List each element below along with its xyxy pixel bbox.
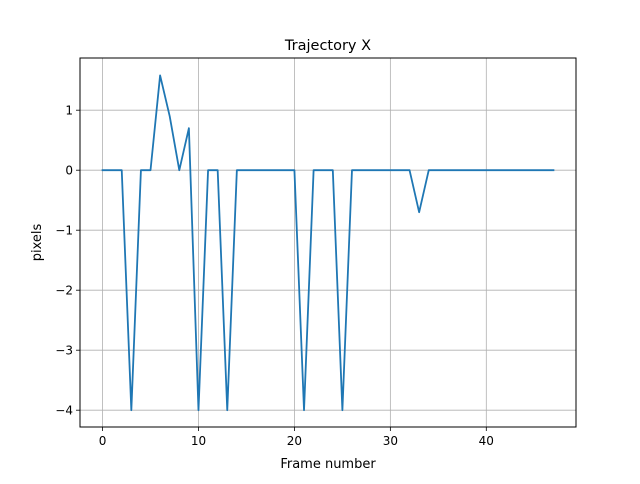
- y-tick-label: −4: [55, 404, 73, 418]
- y-tick-label: −2: [55, 284, 73, 298]
- y-axis-label: pixels: [30, 224, 45, 262]
- x-axis-label: Frame number: [280, 457, 376, 472]
- plot-frame: [79, 57, 577, 428]
- y-tick-label: −1: [55, 224, 73, 238]
- y-tick-label: −3: [55, 344, 73, 358]
- x-tick-label: 40: [479, 434, 494, 448]
- chart-title: Trajectory X: [284, 38, 371, 54]
- series-line: [101, 74, 555, 412]
- grid-layer: [80, 58, 576, 427]
- x-tick-label: 10: [191, 434, 206, 448]
- series-layer: [101, 74, 555, 412]
- x-tick-label: 20: [287, 434, 302, 448]
- y-tick-label: 1: [65, 104, 73, 118]
- x-tick-label: 0: [99, 434, 107, 448]
- y-tick-label: 0: [65, 164, 73, 178]
- x-tick-label: 30: [383, 434, 398, 448]
